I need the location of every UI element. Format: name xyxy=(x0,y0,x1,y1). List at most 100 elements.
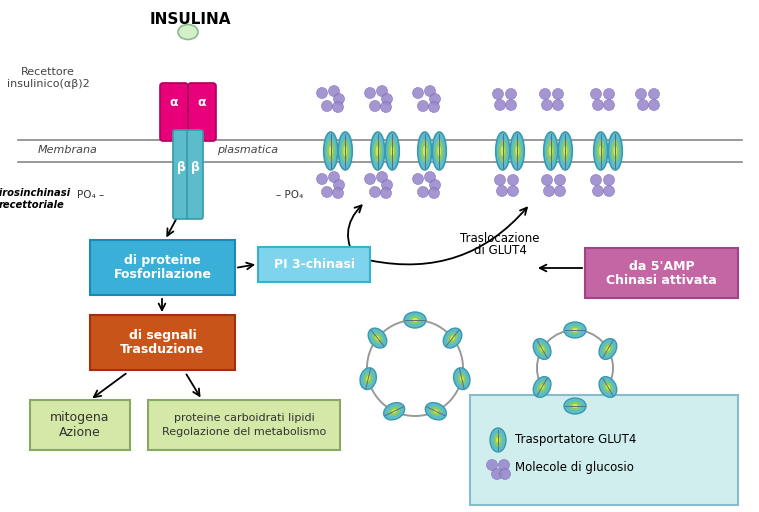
Circle shape xyxy=(412,88,424,98)
Ellipse shape xyxy=(376,146,380,156)
Ellipse shape xyxy=(404,312,426,328)
Ellipse shape xyxy=(561,140,569,162)
Text: Membrana: Membrana xyxy=(38,145,98,155)
Text: mitogena: mitogena xyxy=(50,412,110,424)
Text: di segnali: di segnali xyxy=(128,329,197,342)
Text: Trasduzione: Trasduzione xyxy=(121,343,205,356)
Text: di GLUT4: di GLUT4 xyxy=(474,245,527,258)
Ellipse shape xyxy=(386,132,399,170)
Circle shape xyxy=(332,101,344,113)
Ellipse shape xyxy=(341,140,349,162)
Ellipse shape xyxy=(364,372,373,385)
Text: Trasportatore GLUT4: Trasportatore GLUT4 xyxy=(515,434,636,446)
Text: di proteine: di proteine xyxy=(124,254,201,267)
Ellipse shape xyxy=(360,368,376,390)
Ellipse shape xyxy=(534,338,551,359)
Ellipse shape xyxy=(388,407,400,416)
Circle shape xyxy=(424,172,436,182)
Ellipse shape xyxy=(375,335,380,340)
Ellipse shape xyxy=(383,402,405,420)
Ellipse shape xyxy=(599,146,603,156)
Text: Fosforilazione: Fosforilazione xyxy=(114,268,212,281)
Circle shape xyxy=(495,175,505,185)
Ellipse shape xyxy=(447,332,458,344)
Ellipse shape xyxy=(597,140,605,162)
Ellipse shape xyxy=(493,433,502,447)
Text: da 5'AMP: da 5'AMP xyxy=(628,260,694,272)
Text: recettoriale: recettoriale xyxy=(0,200,65,210)
Text: INSULINA: INSULINA xyxy=(150,12,231,27)
Ellipse shape xyxy=(460,376,464,381)
Circle shape xyxy=(376,172,388,182)
Ellipse shape xyxy=(603,381,613,393)
FancyBboxPatch shape xyxy=(585,248,738,298)
Circle shape xyxy=(591,89,601,99)
Ellipse shape xyxy=(433,409,439,414)
Ellipse shape xyxy=(450,335,455,340)
Ellipse shape xyxy=(594,132,608,170)
Ellipse shape xyxy=(490,428,506,452)
Circle shape xyxy=(430,94,440,104)
Circle shape xyxy=(317,174,327,184)
Text: Azione: Azione xyxy=(59,425,101,438)
Circle shape xyxy=(638,99,648,111)
Circle shape xyxy=(496,185,508,197)
Circle shape xyxy=(499,468,511,480)
Ellipse shape xyxy=(366,376,370,381)
FancyBboxPatch shape xyxy=(187,130,203,219)
Text: α: α xyxy=(197,96,206,109)
Ellipse shape xyxy=(563,146,567,156)
Ellipse shape xyxy=(546,140,555,162)
Ellipse shape xyxy=(329,146,332,156)
Ellipse shape xyxy=(324,132,338,170)
Ellipse shape xyxy=(613,146,617,156)
Circle shape xyxy=(429,101,439,113)
Circle shape xyxy=(429,187,439,199)
Ellipse shape xyxy=(606,346,610,352)
Ellipse shape xyxy=(568,401,581,411)
Ellipse shape xyxy=(564,322,586,338)
Circle shape xyxy=(603,89,615,99)
Circle shape xyxy=(499,459,509,471)
Ellipse shape xyxy=(540,346,544,352)
Ellipse shape xyxy=(437,146,441,156)
Circle shape xyxy=(541,175,553,185)
Circle shape xyxy=(505,89,517,99)
Ellipse shape xyxy=(549,146,553,156)
Circle shape xyxy=(541,99,553,111)
FancyBboxPatch shape xyxy=(90,315,235,370)
Circle shape xyxy=(487,459,497,471)
FancyBboxPatch shape xyxy=(90,240,235,295)
Circle shape xyxy=(495,99,505,111)
Ellipse shape xyxy=(559,132,572,170)
Ellipse shape xyxy=(510,132,524,170)
Circle shape xyxy=(553,89,563,99)
FancyBboxPatch shape xyxy=(173,130,189,219)
Text: Tirosinchinasi: Tirosinchinasi xyxy=(0,188,71,198)
Text: Chinasi attivata: Chinasi attivata xyxy=(606,273,716,287)
Circle shape xyxy=(332,187,344,199)
Ellipse shape xyxy=(433,132,446,170)
Ellipse shape xyxy=(435,140,443,162)
Ellipse shape xyxy=(178,25,198,39)
Circle shape xyxy=(555,175,565,185)
Text: Recettore: Recettore xyxy=(21,67,75,77)
Circle shape xyxy=(508,185,518,197)
FancyBboxPatch shape xyxy=(30,400,130,450)
Circle shape xyxy=(329,86,339,96)
Circle shape xyxy=(329,172,339,182)
Circle shape xyxy=(505,99,517,111)
Ellipse shape xyxy=(454,368,470,390)
Circle shape xyxy=(635,89,647,99)
Ellipse shape xyxy=(408,315,421,325)
Circle shape xyxy=(593,99,603,111)
Ellipse shape xyxy=(339,132,352,170)
Circle shape xyxy=(382,180,392,190)
Ellipse shape xyxy=(373,140,382,162)
Ellipse shape xyxy=(430,407,442,416)
Ellipse shape xyxy=(515,146,519,156)
Text: plasmatica: plasmatica xyxy=(217,145,279,155)
Circle shape xyxy=(492,468,502,480)
Ellipse shape xyxy=(326,140,335,162)
Circle shape xyxy=(540,89,550,99)
